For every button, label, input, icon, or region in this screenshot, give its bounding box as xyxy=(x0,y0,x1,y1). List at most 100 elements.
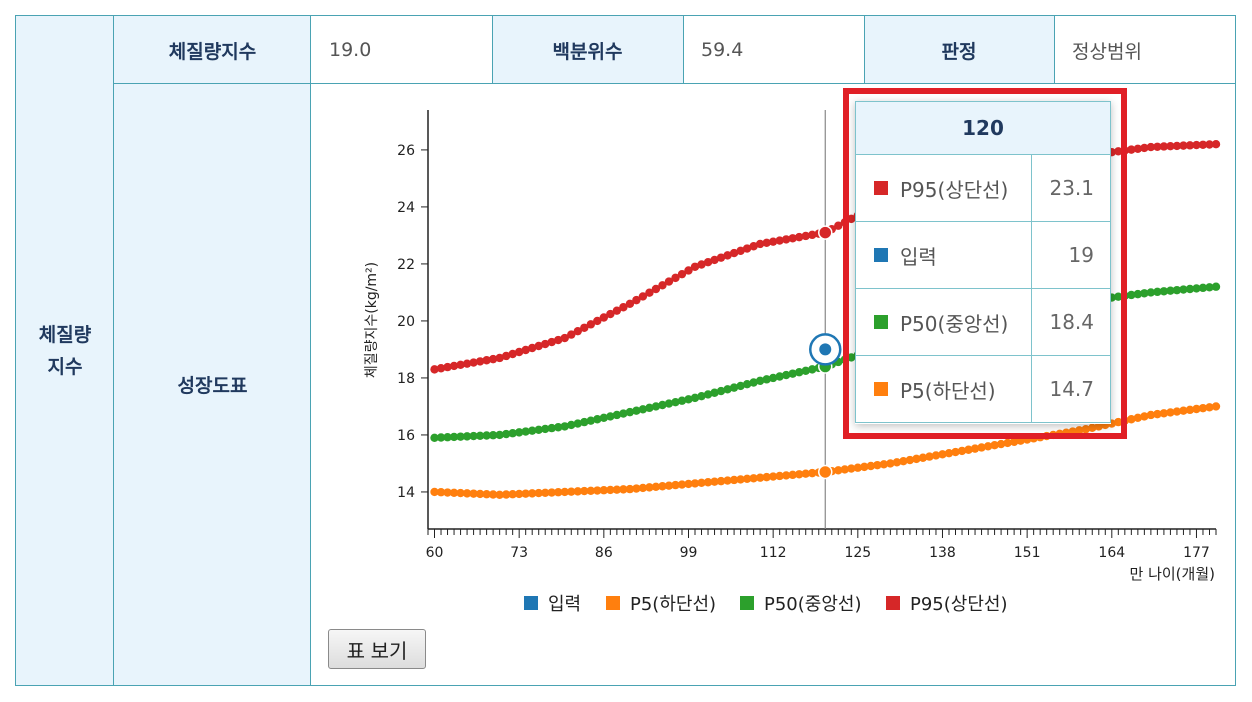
point-p95 xyxy=(1185,141,1195,150)
tooltip-row-p50: P50(중앙선) 18.4 xyxy=(855,289,1111,356)
point-p5 xyxy=(957,446,967,456)
point-p5 xyxy=(1179,406,1188,415)
point-p5 xyxy=(1133,413,1143,423)
point-p5 xyxy=(697,478,706,488)
tooltip-swatch-p50 xyxy=(874,315,888,329)
tooltip-name-p50: P50(중앙선) xyxy=(900,311,1009,336)
point-p50 xyxy=(1198,283,1208,293)
point-p95 xyxy=(781,235,791,244)
point-p50 xyxy=(684,395,693,404)
row-header-bmi: 체질량 지수 xyxy=(16,16,114,685)
point-p95 xyxy=(808,230,817,240)
legend-item-p50[interactable]: P50(중앙선) xyxy=(740,591,861,615)
point-p50 xyxy=(619,409,628,418)
point-p5 xyxy=(508,490,517,499)
legend-item-p95[interactable]: P95(상단선) xyxy=(886,591,1007,615)
legend-item-input[interactable]: 입력 xyxy=(524,591,581,615)
point-p5 xyxy=(1088,423,1097,433)
tooltip-row-p5: P5(하단선) 14.7 xyxy=(855,356,1111,423)
point-p5 xyxy=(658,482,667,491)
point-p5 xyxy=(1185,405,1195,415)
point-p5 xyxy=(723,476,732,485)
point-p5 xyxy=(547,488,556,497)
point-p5 xyxy=(475,489,485,499)
point-p95 xyxy=(469,358,478,367)
point-p5 xyxy=(749,474,758,483)
point-p5 xyxy=(625,484,635,494)
point-p5 xyxy=(847,464,856,473)
point-p5 xyxy=(716,476,726,486)
point-p95 xyxy=(1146,142,1156,152)
point-p95 xyxy=(736,246,745,256)
point-p5 xyxy=(586,486,596,496)
point-p95 xyxy=(729,248,739,258)
point-p5 xyxy=(905,455,915,465)
point-p95 xyxy=(456,360,465,370)
tooltip-title: 120 xyxy=(855,101,1111,155)
point-p50 xyxy=(625,407,635,417)
point-p50 xyxy=(645,403,654,413)
point-p5 xyxy=(638,483,648,493)
legend-swatch-p50 xyxy=(740,596,754,610)
legend-item-p5[interactable]: P5(하단선) xyxy=(606,591,716,615)
point-p95 xyxy=(671,273,680,283)
table-view-button[interactable]: 표 보기 xyxy=(328,629,426,669)
point-p50 xyxy=(801,366,810,376)
point-p95 xyxy=(586,320,596,329)
point-p5 xyxy=(1192,404,1201,414)
point-p50 xyxy=(501,429,511,439)
tooltip-name-input: 입력 xyxy=(900,244,937,269)
point-p5 xyxy=(554,488,563,497)
point-p95 xyxy=(684,266,693,275)
tooltip-swatch-p95 xyxy=(874,181,888,195)
point-p5 xyxy=(970,444,980,453)
point-p95 xyxy=(1192,140,1201,150)
point-p95 xyxy=(775,236,784,245)
bmi-value: 19.0 xyxy=(311,16,492,84)
point-p5 xyxy=(527,489,537,498)
point-p50 xyxy=(703,390,713,399)
point-p95 xyxy=(1166,141,1175,151)
point-p50 xyxy=(677,396,687,405)
hover-point-p5 xyxy=(818,464,833,480)
point-p5 xyxy=(808,468,817,478)
point-p5 xyxy=(860,462,869,472)
point-p50 xyxy=(1211,282,1221,291)
point-p50 xyxy=(664,399,674,408)
point-p50 xyxy=(710,388,719,397)
point-p95 xyxy=(560,333,569,343)
point-p50 xyxy=(671,397,680,407)
point-p5 xyxy=(632,484,641,493)
point-p50 xyxy=(527,426,537,435)
input-point xyxy=(819,343,832,356)
point-p50 xyxy=(573,419,582,428)
point-p95 xyxy=(1172,141,1182,151)
point-p5 xyxy=(879,460,889,469)
point-p5 xyxy=(886,459,895,468)
x-tick-label: 151 xyxy=(1014,545,1041,561)
point-p50 xyxy=(762,375,771,384)
tooltip-value-input: 19 xyxy=(1068,243,1094,267)
point-p95 xyxy=(651,284,661,294)
point-p5 xyxy=(443,488,452,497)
point-p95 xyxy=(508,349,517,359)
point-p50 xyxy=(697,391,706,401)
point-p95 xyxy=(1179,141,1188,150)
point-p5 xyxy=(1094,422,1103,431)
point-p50 xyxy=(482,431,491,440)
point-p50 xyxy=(658,400,667,410)
legend-label-p50: P50(중앙선) xyxy=(764,594,862,615)
point-p95 xyxy=(501,351,511,361)
point-p5 xyxy=(853,463,863,472)
point-p50 xyxy=(1133,289,1143,299)
point-p5 xyxy=(983,442,993,451)
point-p50 xyxy=(651,402,661,411)
point-p95 xyxy=(449,361,459,371)
point-p95 xyxy=(547,337,556,347)
point-p5 xyxy=(645,483,654,492)
point-p95 xyxy=(1114,147,1123,156)
point-p95 xyxy=(749,242,758,251)
point-p95 xyxy=(638,292,648,301)
x-axis-label: 만 나이(개월) xyxy=(1130,565,1215,583)
growth-chart-label: 성장도표 xyxy=(114,84,311,685)
